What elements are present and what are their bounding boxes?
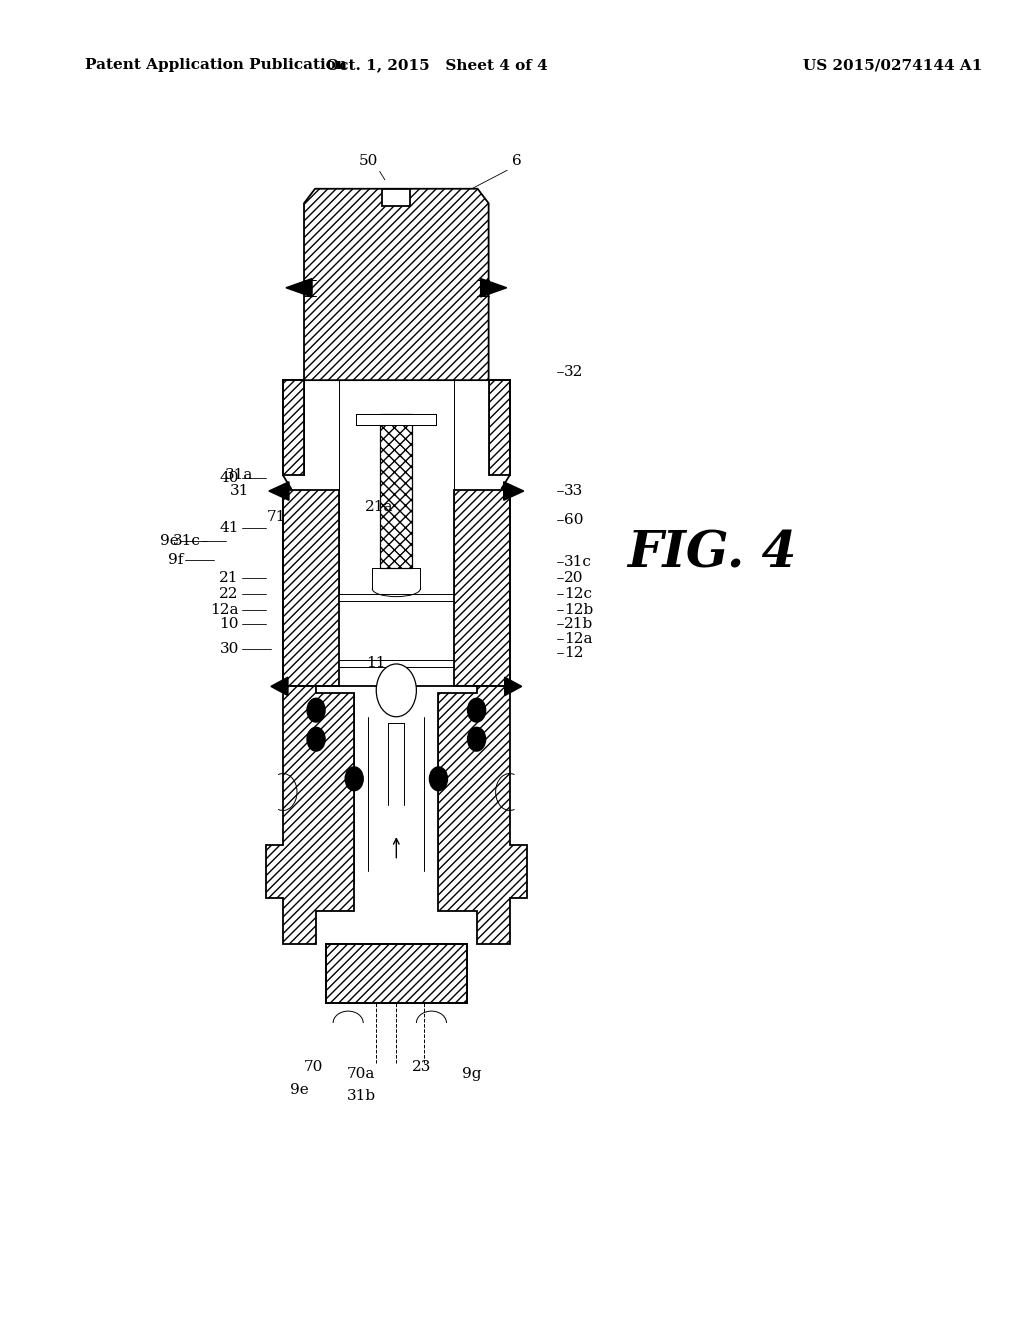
Bar	[380, 414, 413, 568]
Text: FIG. 4: FIG. 4	[627, 529, 797, 579]
Polygon shape	[438, 686, 526, 944]
Polygon shape	[504, 482, 523, 500]
Text: 70: 70	[303, 1060, 323, 1073]
Text: 31a: 31a	[224, 469, 253, 482]
Text: 60: 60	[564, 513, 584, 527]
Bar	[326, 944, 467, 1003]
Bar	[356, 414, 436, 425]
Text: Oct. 1, 2015   Sheet 4 of 4: Oct. 1, 2015 Sheet 4 of 4	[326, 58, 548, 73]
Text: 31c: 31c	[173, 535, 201, 548]
Text: 12b: 12b	[564, 603, 593, 616]
Bar	[454, 490, 510, 686]
Text: 40: 40	[219, 471, 239, 484]
Bar	[283, 490, 339, 686]
Text: 33: 33	[564, 484, 583, 498]
Text: 21: 21	[219, 572, 239, 585]
Bar	[382, 189, 411, 206]
Text: US 2015/0274144 A1: US 2015/0274144 A1	[803, 58, 982, 73]
Bar	[488, 380, 510, 475]
Polygon shape	[304, 189, 488, 380]
Circle shape	[468, 727, 485, 751]
Text: 6: 6	[512, 154, 521, 168]
Polygon shape	[286, 279, 312, 297]
Text: 9f: 9f	[168, 553, 183, 566]
Polygon shape	[266, 686, 354, 944]
Text: 32: 32	[564, 366, 584, 379]
Text: 70a: 70a	[347, 1068, 376, 1081]
Circle shape	[307, 727, 325, 751]
Text: 71: 71	[266, 511, 286, 524]
Text: 21b: 21b	[564, 618, 593, 631]
Text: 23: 23	[412, 1060, 431, 1073]
Text: 12c: 12c	[564, 587, 592, 601]
Text: 12a: 12a	[564, 632, 592, 645]
Text: 12: 12	[564, 647, 584, 660]
Text: Patent Application Publication: Patent Application Publication	[85, 58, 347, 73]
Circle shape	[307, 698, 325, 722]
Polygon shape	[271, 677, 288, 696]
Bar	[283, 380, 304, 475]
Text: 21a: 21a	[365, 500, 393, 513]
Text: 31b: 31b	[347, 1089, 376, 1102]
Text: 31c: 31c	[564, 556, 592, 569]
Polygon shape	[269, 482, 289, 500]
Text: 30: 30	[219, 643, 239, 656]
Text: 31: 31	[229, 484, 249, 498]
Polygon shape	[505, 677, 522, 696]
Circle shape	[468, 698, 485, 722]
Text: 20: 20	[564, 572, 584, 585]
Text: 9g: 9g	[462, 1068, 481, 1081]
Text: 41: 41	[219, 521, 239, 535]
Circle shape	[429, 767, 447, 791]
Text: 9e: 9e	[290, 1084, 308, 1097]
Text: 10: 10	[219, 618, 239, 631]
Circle shape	[345, 767, 364, 791]
Text: 50: 50	[358, 154, 378, 168]
Text: 11: 11	[367, 656, 386, 669]
Polygon shape	[480, 279, 507, 297]
Text: 9e: 9e	[160, 535, 178, 548]
Text: 22: 22	[219, 587, 239, 601]
Circle shape	[376, 664, 417, 717]
Text: 12a: 12a	[210, 603, 239, 616]
